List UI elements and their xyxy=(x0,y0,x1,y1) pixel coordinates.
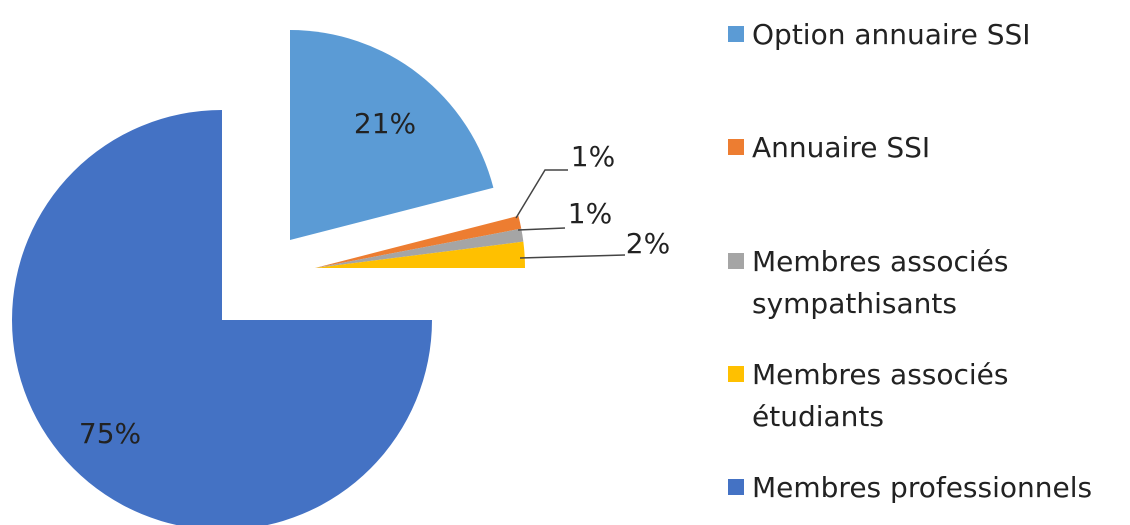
legend-label: Membres associés étudiants xyxy=(752,358,1009,433)
leader-line xyxy=(519,254,626,259)
legend-swatch xyxy=(728,366,744,382)
legend-item: Option annuaire SSI xyxy=(728,14,1031,56)
data-label: 1% xyxy=(568,197,612,230)
data-label: 2% xyxy=(626,227,670,260)
data-label: 1% xyxy=(571,140,615,173)
legend-label: Membres professionnels xyxy=(752,471,1093,504)
leader-line xyxy=(517,227,566,231)
legend-swatch xyxy=(728,26,744,42)
legend-swatch xyxy=(728,253,744,269)
data-label: 21% xyxy=(354,107,416,140)
pie-slice xyxy=(315,215,522,268)
legend-swatch xyxy=(728,139,744,155)
leader-line xyxy=(515,169,568,219)
legend-item: Membres associés sympathisants xyxy=(728,241,1042,325)
legend-item: Annuaire SSI xyxy=(728,127,930,169)
pie-slice xyxy=(315,241,525,268)
legend-item: Membres associés étudiants xyxy=(728,354,1042,438)
legend-label: Option annuaire SSI xyxy=(752,18,1031,51)
legend-label: Annuaire SSI xyxy=(752,131,931,164)
data-label: 75% xyxy=(79,417,141,450)
pie-slice xyxy=(290,30,494,240)
chart: 21% 1% 1% 2% 75% xyxy=(12,30,670,525)
legend-item: Membres professionnels xyxy=(728,467,1092,509)
pie-slice xyxy=(12,110,432,525)
legend-swatch xyxy=(728,479,744,495)
legend-label: Membres associés sympathisants xyxy=(752,245,1009,320)
pie-slice xyxy=(315,228,524,268)
